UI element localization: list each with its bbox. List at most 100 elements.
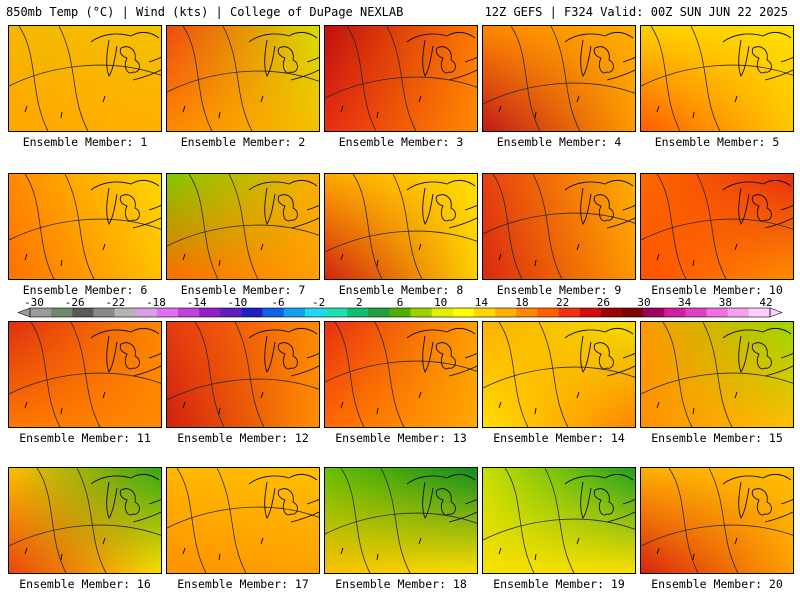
colorbar-segment bbox=[262, 308, 285, 317]
colorbar-segment bbox=[241, 308, 263, 317]
wind-barbs bbox=[340, 537, 422, 561]
colorbar-segment bbox=[326, 308, 348, 317]
great-lakes-outline bbox=[722, 327, 793, 377]
wind-barbs bbox=[340, 391, 422, 415]
ensemble-member-map bbox=[324, 25, 478, 132]
ensemble-member-map bbox=[324, 321, 478, 428]
ensemble-member-map bbox=[166, 173, 320, 280]
height-contours bbox=[9, 468, 161, 573]
wind-barbs bbox=[24, 391, 106, 415]
great-lakes-outline bbox=[248, 327, 319, 377]
height-contours bbox=[325, 26, 477, 131]
colorbar-segment bbox=[579, 308, 602, 317]
great-lakes-outline bbox=[564, 327, 635, 377]
temperature-map bbox=[483, 322, 635, 427]
ensemble-member-map bbox=[166, 321, 320, 428]
run-valid-time: 12Z GEFS | F324 Valid: 00Z SUN JUN 22 20… bbox=[484, 5, 788, 19]
ensemble-member-map bbox=[482, 321, 636, 428]
ensemble-member-label: Ensemble Member: 5 bbox=[654, 135, 780, 149]
colorbar-tick-label: 10 bbox=[434, 296, 448, 309]
wind-barbs bbox=[656, 95, 738, 119]
wind-barbs bbox=[182, 391, 264, 415]
wind-barbs bbox=[340, 243, 422, 267]
wind-barbs bbox=[182, 95, 264, 119]
ensemble-member-map bbox=[640, 467, 794, 574]
colorbar-tick-label: 22 bbox=[556, 296, 570, 309]
colorbar-segment bbox=[537, 308, 559, 317]
height-contours bbox=[483, 174, 635, 279]
wind-barbs bbox=[340, 95, 422, 119]
wind-barbs bbox=[24, 95, 106, 119]
ensemble-member-label: Ensemble Member: 19 bbox=[493, 577, 625, 591]
colorbar-segment bbox=[664, 308, 686, 317]
colorbar-segment bbox=[72, 308, 94, 317]
great-lakes-outline bbox=[90, 31, 161, 81]
colorbar-tick-label: 26 bbox=[596, 296, 610, 309]
ensemble-member-label: Ensemble Member: 2 bbox=[180, 135, 306, 149]
great-lakes-outline bbox=[406, 473, 477, 523]
height-contours bbox=[325, 174, 477, 279]
height-contours bbox=[167, 468, 319, 573]
colorbar-segment bbox=[516, 308, 538, 317]
ensemble-member-label: Ensemble Member: 16 bbox=[19, 577, 151, 591]
ensemble-member-map bbox=[8, 25, 162, 132]
colorbar-segment bbox=[304, 308, 327, 317]
colorbar-tick-label: -22 bbox=[105, 296, 126, 309]
temperature-map bbox=[167, 174, 319, 279]
height-contours bbox=[167, 322, 319, 427]
temperature-map bbox=[9, 322, 161, 427]
ensemble-member-label: Ensemble Member: 1 bbox=[22, 135, 148, 149]
ensemble-member-label: Ensemble Member: 14 bbox=[493, 431, 625, 445]
temperature-map bbox=[483, 174, 635, 279]
colorbar-tick-label: 18 bbox=[515, 296, 529, 309]
ensemble-member-label: Ensemble Member: 12 bbox=[177, 431, 309, 445]
colorbar-tick-label: 6 bbox=[396, 296, 404, 309]
great-lakes-outline bbox=[248, 473, 319, 523]
height-contours bbox=[641, 322, 793, 427]
colorbar-tick-label: -10 bbox=[227, 296, 248, 309]
colorbar-segment bbox=[114, 308, 137, 317]
temperature-map bbox=[9, 174, 161, 279]
temperature-map bbox=[641, 26, 793, 131]
colorbar-segment bbox=[727, 308, 750, 317]
ensemble-member-label: Ensemble Member: 6 bbox=[22, 283, 148, 297]
colorbar-tick-label: 2 bbox=[356, 296, 363, 309]
ensemble-member-label: Ensemble Member: 9 bbox=[496, 283, 622, 297]
wind-barbs bbox=[498, 95, 580, 119]
ensemble-member-map bbox=[8, 321, 162, 428]
colorbar-segment bbox=[600, 308, 623, 317]
ensemble-member-map bbox=[482, 467, 636, 574]
colorbar-segment bbox=[643, 308, 665, 317]
great-lakes-outline bbox=[564, 473, 635, 523]
temperature-map bbox=[9, 26, 161, 131]
wind-barbs bbox=[498, 391, 580, 415]
wind-barbs bbox=[498, 243, 580, 267]
great-lakes-outline bbox=[564, 179, 635, 229]
great-lakes-outline bbox=[90, 179, 161, 229]
great-lakes-outline bbox=[722, 179, 793, 229]
ensemble-member-label: Ensemble Member: 10 bbox=[651, 283, 783, 297]
ensemble-member-label: Ensemble Member: 4 bbox=[496, 135, 622, 149]
height-contours bbox=[483, 26, 635, 131]
ensemble-member-map bbox=[482, 173, 636, 280]
ensemble-member-map bbox=[640, 321, 794, 428]
ensemble-member-label: Ensemble Member: 17 bbox=[177, 577, 309, 591]
colorbar-bar bbox=[17, 307, 783, 318]
colorbar-segment bbox=[410, 308, 433, 317]
product-title: 850mb Temp (°C) | Wind (kts) | College o… bbox=[6, 5, 404, 19]
colorbar-tick-label: -2 bbox=[312, 296, 326, 309]
colorbar-segment bbox=[706, 308, 729, 317]
colorbar-tick-label: -26 bbox=[64, 296, 85, 309]
ensemble-member-map bbox=[8, 467, 162, 574]
height-contours bbox=[641, 468, 793, 573]
great-lakes-outline bbox=[406, 31, 477, 81]
ensemble-member-label: Ensemble Member: 7 bbox=[180, 283, 306, 297]
colorbar-tick-label: 34 bbox=[678, 296, 692, 309]
temperature-map bbox=[325, 26, 477, 131]
colorbar-segment bbox=[347, 308, 369, 317]
great-lakes-outline bbox=[90, 327, 161, 377]
ensemble-member-map bbox=[640, 173, 794, 280]
colorbar-segment bbox=[199, 308, 221, 317]
colorbar-segment bbox=[220, 308, 242, 317]
ensemble-member-map bbox=[8, 173, 162, 280]
